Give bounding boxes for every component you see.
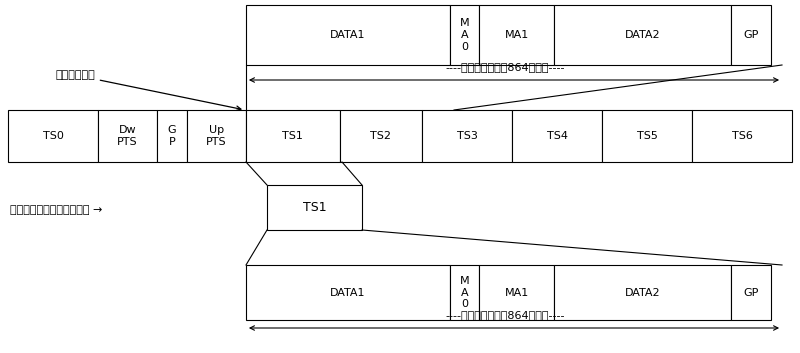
Bar [186,110,246,162]
Text: Dw
PTS: Dw PTS [118,125,138,147]
Text: TS1: TS1 [282,131,303,141]
Bar [731,5,771,65]
Text: MA1: MA1 [505,287,529,298]
Text: TS1: TS1 [302,201,326,214]
Text: M
A
0: M A 0 [460,18,470,52]
Bar [479,5,554,65]
Text: G
P: G P [167,125,176,147]
Text: TS2: TS2 [370,131,391,141]
Text: 基站接收时序: 基站接收时序 [55,70,241,110]
Bar [8,110,98,162]
Bar [98,110,157,162]
Text: DATA1: DATA1 [330,30,366,40]
Text: ----发送时隙数据（864码片）----: ----发送时隙数据（864码片）---- [446,62,565,72]
Bar [267,185,362,230]
Bar [554,265,731,320]
Bar [450,5,479,65]
Text: TS6: TS6 [732,131,753,141]
Bar [512,110,602,162]
Bar [422,110,512,162]
Text: ----发送时隙数据（864码片）----: ----发送时隙数据（864码片）---- [446,310,565,320]
Bar [479,265,554,320]
Text: Up
PTS: Up PTS [206,125,226,147]
Text: DATA2: DATA2 [625,287,661,298]
Bar [450,265,479,320]
Text: M
A
0: M A 0 [460,276,470,309]
Text: DATA2: DATA2 [625,30,661,40]
Text: TS0: TS0 [42,131,63,141]
Bar [246,5,450,65]
Bar [731,265,771,320]
Text: TS3: TS3 [457,131,478,141]
Text: TS4: TS4 [546,131,568,141]
Text: MA1: MA1 [505,30,529,40]
Text: DATA1: DATA1 [330,287,366,298]
Text: GP: GP [743,30,759,40]
Bar [246,265,450,320]
Text: GP: GP [743,287,759,298]
Text: 模拟发射终端信号到达时序 →: 模拟发射终端信号到达时序 → [10,205,102,215]
Bar [340,110,422,162]
Text: TS5: TS5 [637,131,658,141]
Bar [554,5,731,65]
Bar [157,110,186,162]
Bar [602,110,693,162]
Bar [693,110,792,162]
Bar [246,110,340,162]
